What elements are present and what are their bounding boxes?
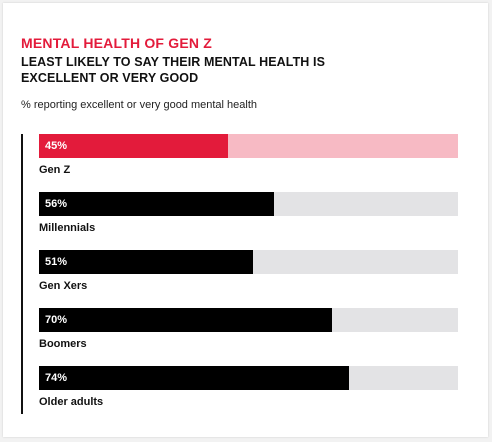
bar-value-label: 70%: [45, 314, 68, 326]
bar-group: 45% Gen Z: [39, 134, 458, 177]
bar-track: 51%: [39, 250, 458, 274]
bar-value-label: 45%: [45, 140, 68, 152]
bar-group: 56% Millennials: [39, 192, 458, 235]
chart-card: MENTAL HEALTH OF GEN Z LEAST LIKELY TO S…: [3, 3, 488, 437]
category-label: Gen Z: [39, 164, 71, 176]
bar: [39, 250, 253, 274]
axis-description: % reporting excellent or very good menta…: [21, 99, 258, 111]
bar-value-label: 74%: [45, 372, 68, 384]
bar: [39, 308, 332, 332]
bar-group: 51% Gen Xers: [39, 250, 458, 293]
category-label: Gen Xers: [39, 280, 88, 292]
category-label: Boomers: [39, 338, 87, 350]
bar: [39, 192, 274, 216]
category-label: Older adults: [39, 396, 104, 408]
bar: [39, 366, 349, 390]
bar-value-label: 56%: [45, 198, 68, 210]
bar-group: 70% Boomers: [39, 308, 458, 351]
bar-track: 56%: [39, 192, 458, 216]
bar-group: 74% Older adults: [39, 366, 458, 409]
bar-track: 74%: [39, 366, 458, 390]
bar: [39, 134, 228, 158]
chart-subtitle: LEAST LIKELY TO SAY THEIR MENTAL HEALTH …: [21, 55, 326, 85]
category-label: Millennials: [39, 222, 96, 234]
chart-baseline: [21, 134, 23, 414]
bar-track: 70%: [39, 308, 458, 332]
bar-value-label: 51%: [45, 256, 68, 268]
chart-title: MENTAL HEALTH OF GEN Z: [21, 35, 213, 51]
bar-track: 45%: [39, 134, 458, 158]
